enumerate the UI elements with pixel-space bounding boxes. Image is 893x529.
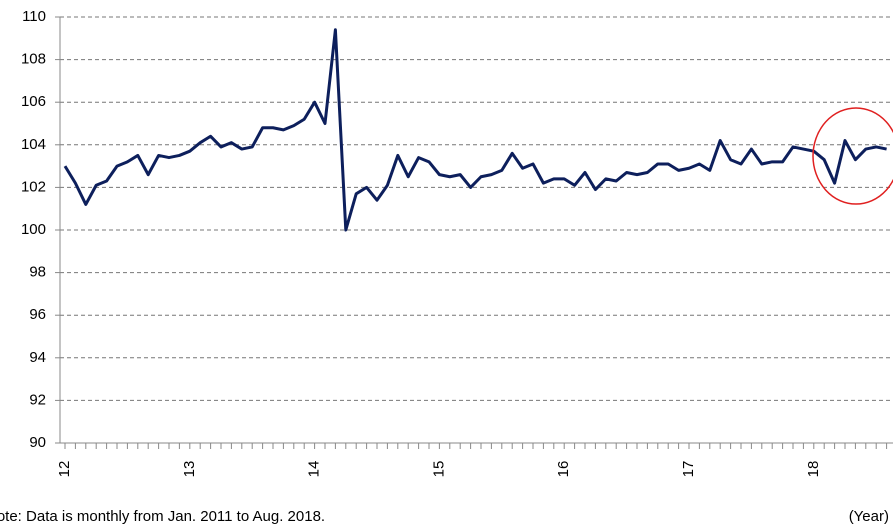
x-tick-label: 17 [680, 461, 697, 478]
y-tick-label: 98 [29, 264, 46, 281]
x-unit: (Year) [849, 508, 889, 525]
y-tick-label: 90 [29, 434, 46, 451]
x-tick-label: 14 [306, 461, 323, 478]
y-tick-label: 108 [21, 51, 46, 68]
x-tick-label: 13 [181, 461, 198, 478]
x-tick-label: 16 [555, 461, 572, 478]
y-tick-label: 94 [29, 349, 46, 366]
y-tick-label: 104 [21, 136, 46, 153]
x-tick-label: 18 [805, 461, 822, 478]
y-tick-label: 110 [22, 8, 46, 25]
highlight-circle [812, 107, 893, 205]
x-tick-label: 15 [430, 461, 447, 478]
y-tick-label: 106 [21, 93, 46, 110]
y-tick-label: 102 [21, 178, 46, 195]
y-tick-label: 92 [29, 391, 46, 408]
line [63, 28, 887, 232]
x-tick-label: 12 [56, 461, 73, 478]
y-tick-label: 96 [29, 306, 46, 323]
y-tick-label: 100 [21, 221, 46, 238]
note: Note: Data is monthly from Jan. 2011 to … [0, 508, 325, 525]
